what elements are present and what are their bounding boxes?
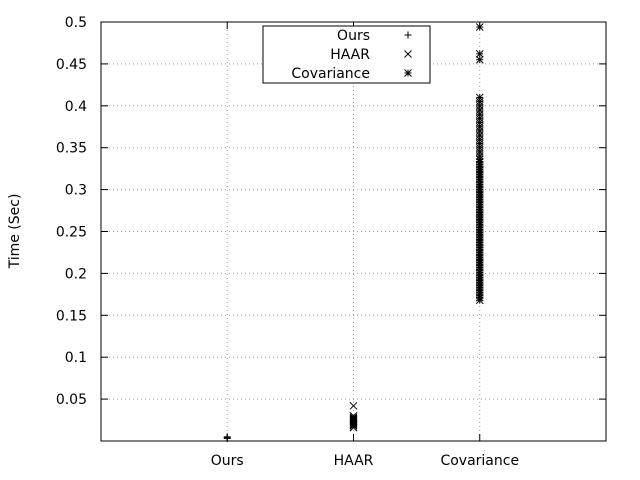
data-point xyxy=(349,415,358,424)
data-point xyxy=(223,433,231,441)
data-point xyxy=(475,49,484,58)
x-tick-label: HAAR xyxy=(334,453,374,469)
x-tick-label: Covariance xyxy=(440,453,519,469)
legend-marker xyxy=(404,69,412,77)
y-tick-label: 0.2 xyxy=(65,266,87,282)
data-point xyxy=(349,414,358,423)
series-ours xyxy=(223,433,231,442)
y-axis-title: Time (Sec) xyxy=(7,194,23,270)
data-points xyxy=(223,23,484,442)
axis-ticks xyxy=(101,21,606,441)
x-tick-labels: Ours HAAR Covariance xyxy=(211,453,519,469)
legend-marker xyxy=(404,50,412,58)
grid xyxy=(101,21,606,441)
x-tick-label: Ours xyxy=(211,453,244,469)
series-covariance xyxy=(475,23,484,305)
y-tick-label: 0.1 xyxy=(65,350,87,366)
series-haar xyxy=(349,401,358,432)
data-point xyxy=(349,413,358,422)
data-point xyxy=(475,55,484,64)
legend-label: HAAR xyxy=(330,47,370,63)
data-point xyxy=(349,401,358,410)
legend-marker xyxy=(404,31,412,39)
data-point xyxy=(475,93,484,102)
y-tick-label: 0.35 xyxy=(56,141,87,157)
data-point xyxy=(475,23,484,31)
y-tick-label: 0.3 xyxy=(65,183,87,199)
y-tick-label: 0.25 xyxy=(56,225,87,241)
y-tick-label: 0.45 xyxy=(56,57,87,73)
legend-label: Ours xyxy=(337,28,370,44)
y-tick-labels: 0.05 0.1 0.15 0.2 0.25 0.3 0.35 0.4 0.45 0.5 xyxy=(56,15,87,408)
y-tick-label: 0.5 xyxy=(65,15,87,31)
y-tick-label: 0.05 xyxy=(56,392,87,408)
legend-label: Covariance xyxy=(291,66,370,82)
data-point xyxy=(349,412,358,420)
legend: Ours HAAR Covariance xyxy=(262,25,431,84)
legend-box xyxy=(262,25,431,84)
y-tick-label: 0.4 xyxy=(65,99,87,115)
y-tick-label: 0.15 xyxy=(56,308,87,324)
